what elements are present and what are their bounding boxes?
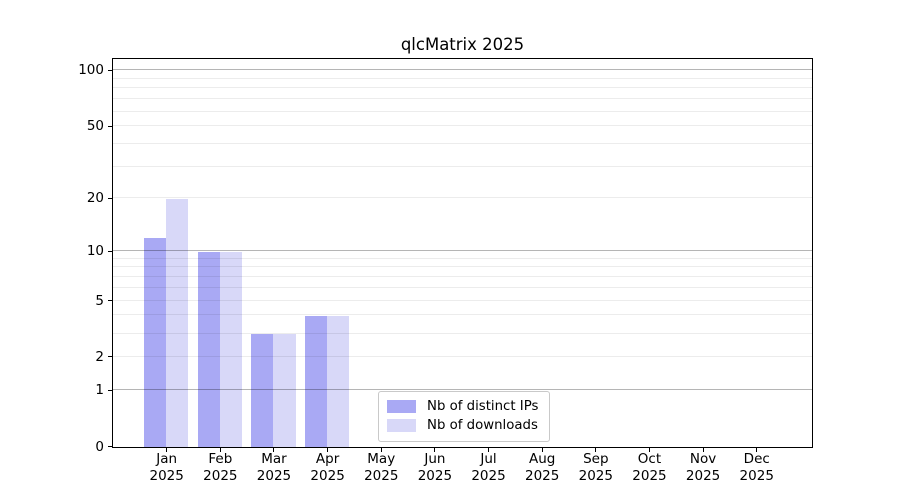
legend-label-downloads: Nb of downloads xyxy=(427,418,538,433)
y-tick xyxy=(108,125,112,127)
y-tick-label: 100 xyxy=(78,62,104,79)
x-tick-label: Aug 2025 xyxy=(524,451,560,484)
x-tick-label: Nov 2025 xyxy=(685,451,721,484)
x-tick xyxy=(273,448,275,452)
plot-area xyxy=(112,58,813,448)
gridline-minor xyxy=(113,142,812,144)
x-tick xyxy=(702,448,704,452)
gridline-minor xyxy=(113,299,812,301)
legend-item-downloads: Nb of downloads xyxy=(387,416,538,435)
y-tick xyxy=(108,446,112,447)
bar-downloads-mar xyxy=(273,334,296,447)
gridline-minor xyxy=(113,286,812,288)
gridline-minor xyxy=(113,110,812,112)
gridline-major xyxy=(113,389,812,391)
x-tick xyxy=(541,448,543,452)
y-tick-label: 2 xyxy=(95,348,104,365)
gridline-minor xyxy=(113,276,812,278)
x-tick-label: May 2025 xyxy=(364,451,399,484)
bar-downloads-feb xyxy=(219,251,243,447)
bar-distinct-ips-mar xyxy=(251,334,274,447)
legend-item-distinct-ips: Nb of distinct IPs xyxy=(387,397,538,416)
gridline-major xyxy=(113,69,812,71)
legend-swatch-downloads xyxy=(387,419,416,432)
legend-swatch-distinct-ips xyxy=(387,400,416,413)
x-tick xyxy=(380,448,382,452)
chart-title: qlcMatrix 2025 xyxy=(400,35,525,54)
y-tick xyxy=(108,250,112,252)
gridline-minor xyxy=(113,314,812,316)
y-tick-label: 5 xyxy=(95,292,104,309)
x-tick xyxy=(648,448,650,452)
x-tick-label: Feb 2025 xyxy=(203,451,238,484)
x-tick-label: Oct 2025 xyxy=(632,451,667,484)
y-tick-label: 20 xyxy=(86,190,104,207)
gridline-minor xyxy=(113,165,812,167)
x-tick xyxy=(166,448,168,452)
y-tick xyxy=(108,356,112,358)
y-tick xyxy=(108,389,112,391)
bar-distinct-ips-jan xyxy=(144,238,167,447)
gridline-minor xyxy=(113,87,812,89)
x-tick-label: Jan 2025 xyxy=(149,451,184,484)
x-tick-label: Jul 2025 xyxy=(471,451,506,484)
bar-distinct-ips-apr xyxy=(304,315,328,447)
x-tick-label: Mar 2025 xyxy=(256,451,292,484)
gridline-minor xyxy=(113,77,812,79)
x-tick-label: Apr 2025 xyxy=(310,451,345,484)
y-tick-label: 0 xyxy=(95,438,104,455)
legend-label-distinct-ips: Nb of distinct IPs xyxy=(427,399,539,414)
x-tick xyxy=(488,448,490,452)
x-tick xyxy=(327,448,329,452)
gridline-minor xyxy=(113,257,812,259)
gridline-major xyxy=(113,250,812,252)
x-tick xyxy=(434,448,436,452)
gridline-minor xyxy=(113,266,812,268)
y-tick xyxy=(108,197,112,199)
y-tick xyxy=(108,300,112,302)
gridline-minor xyxy=(113,355,812,357)
gridline-minor xyxy=(113,125,812,127)
gridline-minor xyxy=(113,98,812,100)
gridline-minor xyxy=(113,197,812,199)
bar-downloads-apr xyxy=(327,315,350,447)
x-tick-label: Dec 2025 xyxy=(739,451,774,484)
x-tick-label: Jun 2025 xyxy=(417,451,453,484)
y-tick-label: 50 xyxy=(86,118,104,135)
legend: Nb of distinct IPs Nb of downloads xyxy=(378,391,551,442)
y-tick xyxy=(108,69,112,71)
x-tick xyxy=(595,448,597,452)
x-tick xyxy=(756,448,758,452)
x-tick-label: Sep 2025 xyxy=(578,451,613,484)
gridline-minor xyxy=(113,332,812,334)
y-tick-label: 1 xyxy=(95,382,104,399)
bar-distinct-ips-feb xyxy=(197,251,220,447)
y-tick-label: 10 xyxy=(86,243,104,260)
bar-downloads-jan xyxy=(166,198,189,447)
x-tick xyxy=(219,448,221,452)
